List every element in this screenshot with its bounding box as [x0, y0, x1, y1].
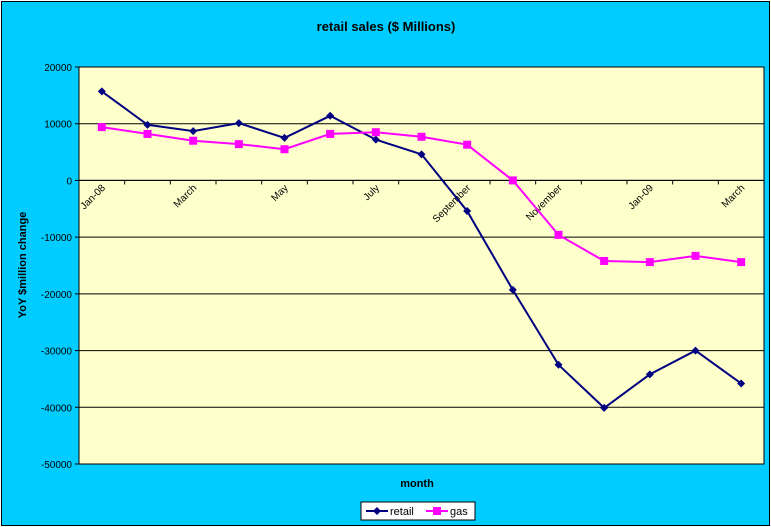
- point-gas: [737, 258, 746, 267]
- y-tick-label: -10000: [41, 233, 73, 244]
- legend-gas-label: gas: [450, 506, 468, 518]
- point-retail: [737, 379, 746, 388]
- point-retail: [463, 207, 472, 216]
- point-gas: [234, 140, 243, 149]
- point-retail: [600, 403, 609, 412]
- point-retail: [234, 119, 243, 128]
- point-gas: [326, 129, 335, 138]
- point-gas: [463, 140, 472, 149]
- y-axis-ticks: 20000 10000 0 -10000 -20000 -30000 -40000 -5000…: [41, 63, 79, 471]
- point-gas: [600, 256, 609, 265]
- legend-retail-marker: [373, 507, 381, 515]
- point-retail: [97, 87, 106, 96]
- point-gas: [143, 129, 152, 138]
- point-retail: [189, 127, 198, 136]
- point-gas: [645, 258, 654, 267]
- y-tick-label: 20000: [44, 63, 72, 74]
- chart-title: retail sales ($ Millions): [317, 19, 456, 34]
- plot-area: [78, 66, 765, 465]
- legend-retail-label: retail: [390, 506, 414, 518]
- legend-gas-marker: [433, 507, 441, 515]
- point-gas: [189, 136, 198, 145]
- series-lines: [97, 87, 746, 412]
- y-tick-label: -20000: [41, 290, 73, 301]
- y-tick-label: -50000: [41, 460, 73, 471]
- legend-box: [360, 501, 476, 521]
- y-tick-label: -40000: [41, 403, 73, 414]
- point-retail: [508, 285, 517, 294]
- y-tick-label: 10000: [44, 120, 72, 131]
- point-gas: [417, 132, 426, 141]
- point-retail: [554, 360, 563, 369]
- y-axis-label: YoY $million change: [17, 212, 29, 319]
- point-retail: [417, 150, 426, 159]
- point-retail: [326, 111, 335, 120]
- point-retail: [371, 135, 380, 144]
- point-gas: [371, 128, 380, 137]
- point-retail: [280, 133, 289, 142]
- point-retail: [645, 370, 654, 379]
- point-gas: [508, 176, 517, 185]
- point-gas: [554, 230, 563, 239]
- point-gas: [97, 123, 106, 132]
- legend: retail gas: [360, 501, 476, 521]
- y-tick-label: -30000: [41, 347, 73, 358]
- point-retail: [143, 120, 152, 129]
- y-tick-label: 0: [66, 176, 72, 187]
- point-retail: [691, 346, 700, 355]
- x-axis-label: month: [400, 478, 434, 490]
- point-gas: [280, 145, 289, 154]
- point-gas: [691, 251, 700, 260]
